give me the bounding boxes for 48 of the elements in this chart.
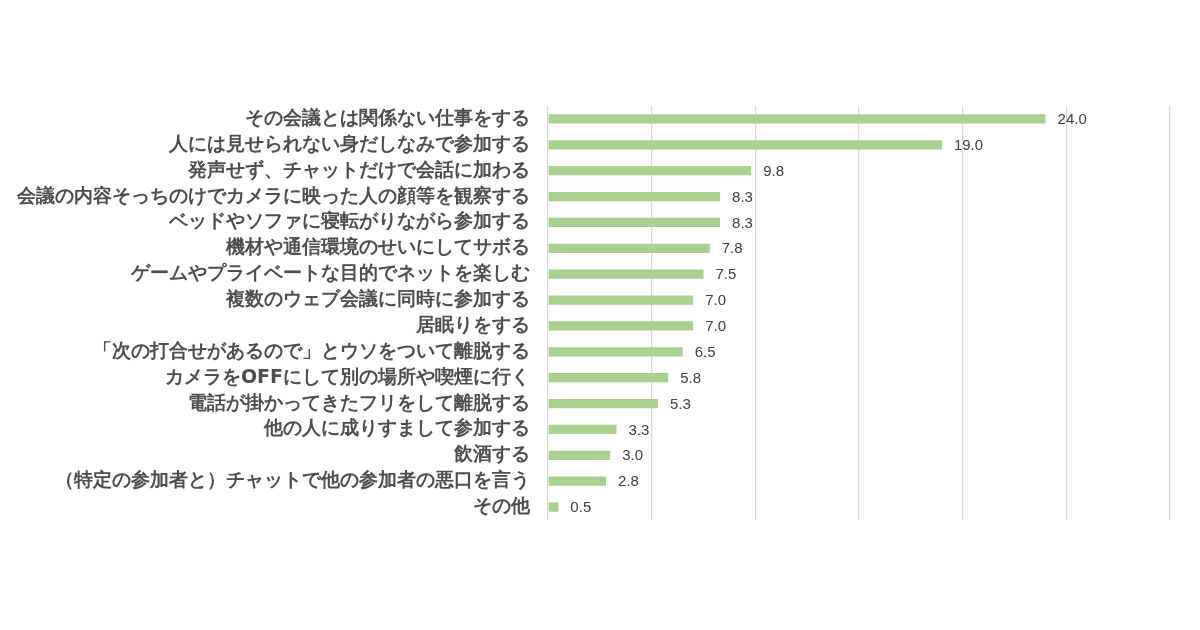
y-tick-label: 「次の打合せがあるので」とウソをついて離脱する xyxy=(93,338,530,361)
bar xyxy=(548,502,559,512)
y-tick-label: 複数のウェブ会議に同時に参加する xyxy=(225,287,530,309)
bar xyxy=(548,191,721,202)
data-label: 3.0 xyxy=(622,446,644,464)
data-label: 5.3 xyxy=(669,394,691,412)
bar xyxy=(548,321,694,331)
y-tick-label: 他の人に成りすまして参加する xyxy=(263,416,530,439)
y-tick-label: 人には見せられない身だしなみで参加する xyxy=(168,131,530,154)
bar xyxy=(548,373,669,383)
y-tick-label: 電話が掛かってきたフリをして離脱する xyxy=(188,390,530,413)
y-tick-label: 飲酒する xyxy=(453,442,530,465)
data-label: 7.5 xyxy=(715,265,737,283)
bar xyxy=(548,450,611,460)
bar xyxy=(548,347,683,357)
bar xyxy=(548,476,607,486)
bar xyxy=(548,140,942,150)
bar xyxy=(548,269,704,279)
y-tick-label: カメラをOFFにして別の場所や喫煙に行く xyxy=(164,364,530,387)
data-label: 5.8 xyxy=(680,368,702,386)
y-tick-label: 発声せず、チャットだけで会話に加わる xyxy=(187,157,530,181)
y-tick-label: （特定の参加者と）チャットで他の参加者の悪口を言う xyxy=(55,468,530,492)
data-label: 7.0 xyxy=(705,291,726,309)
bar xyxy=(548,243,710,253)
y-tick-label: ゲームやプライベートな目的でネットを楽しむ xyxy=(130,261,530,284)
data-label: 8.3 xyxy=(732,213,753,231)
bar xyxy=(548,398,658,409)
bar xyxy=(548,166,752,176)
data-label: 24.0 xyxy=(1057,110,1087,128)
data-label: 19.0 xyxy=(953,135,984,153)
data-label: 2.8 xyxy=(618,472,639,490)
data-label: 7.0 xyxy=(705,317,726,335)
bar xyxy=(548,217,721,228)
data-label: 7.8 xyxy=(721,239,743,257)
y-tick-label: 居眠りをする xyxy=(415,312,530,335)
data-label: 0.5 xyxy=(570,498,592,516)
y-tick-label: その会議とは関係ない仕事をする xyxy=(245,105,530,128)
bar xyxy=(548,114,1046,124)
data-label: 8.3 xyxy=(732,187,753,205)
y-tick-label: 会議の内容そっちのけでカメラに映った人の顔等を観察する xyxy=(16,183,530,206)
data-label: 6.5 xyxy=(694,342,716,360)
y-tick-label: 機材や通信環境のせいにしてサボる xyxy=(225,235,530,258)
y-tick-label: その他 xyxy=(473,494,531,516)
bar xyxy=(548,295,694,305)
data-label: 9.8 xyxy=(763,161,785,179)
data-label: 3.3 xyxy=(628,420,650,438)
y-tick-label: ベッドやソファに寝転がりながら参加する xyxy=(168,209,530,232)
bar xyxy=(548,424,617,435)
